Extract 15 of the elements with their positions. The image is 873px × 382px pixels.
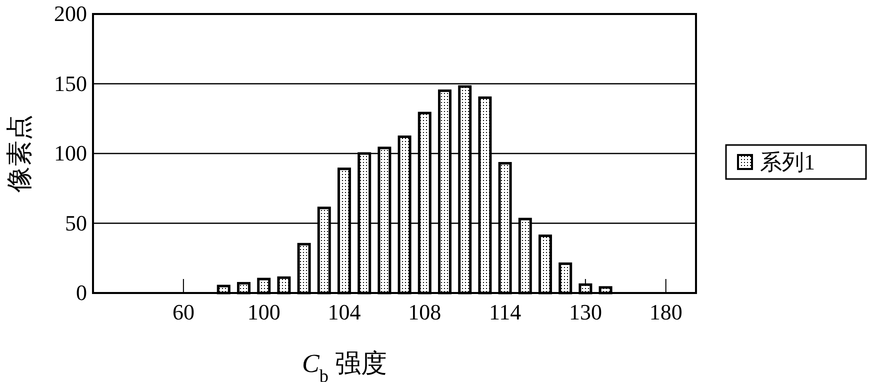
x-tick-label: 114 xyxy=(488,300,522,325)
x-tick-label: 180 xyxy=(649,300,682,325)
y-axis-title: 像素点 xyxy=(5,114,34,192)
legend-label: 系列1 xyxy=(760,150,815,175)
x-tick-label: 104 xyxy=(328,300,361,325)
y-tick-label: 150 xyxy=(54,70,87,96)
y-tick-label: 100 xyxy=(54,140,87,166)
x-axis-title: C$_{b}$ 强度 xyxy=(302,349,387,382)
y-tick-label: 200 xyxy=(54,1,87,26)
x-tick-label: 130 xyxy=(568,300,602,325)
x-tick-label: 108 xyxy=(408,300,442,325)
x-tick-label: 100 xyxy=(247,300,280,325)
y-tick-label: 50 xyxy=(65,210,87,236)
x-tick-label: 60 xyxy=(172,300,194,325)
y-tick-label: 0 xyxy=(76,280,87,306)
